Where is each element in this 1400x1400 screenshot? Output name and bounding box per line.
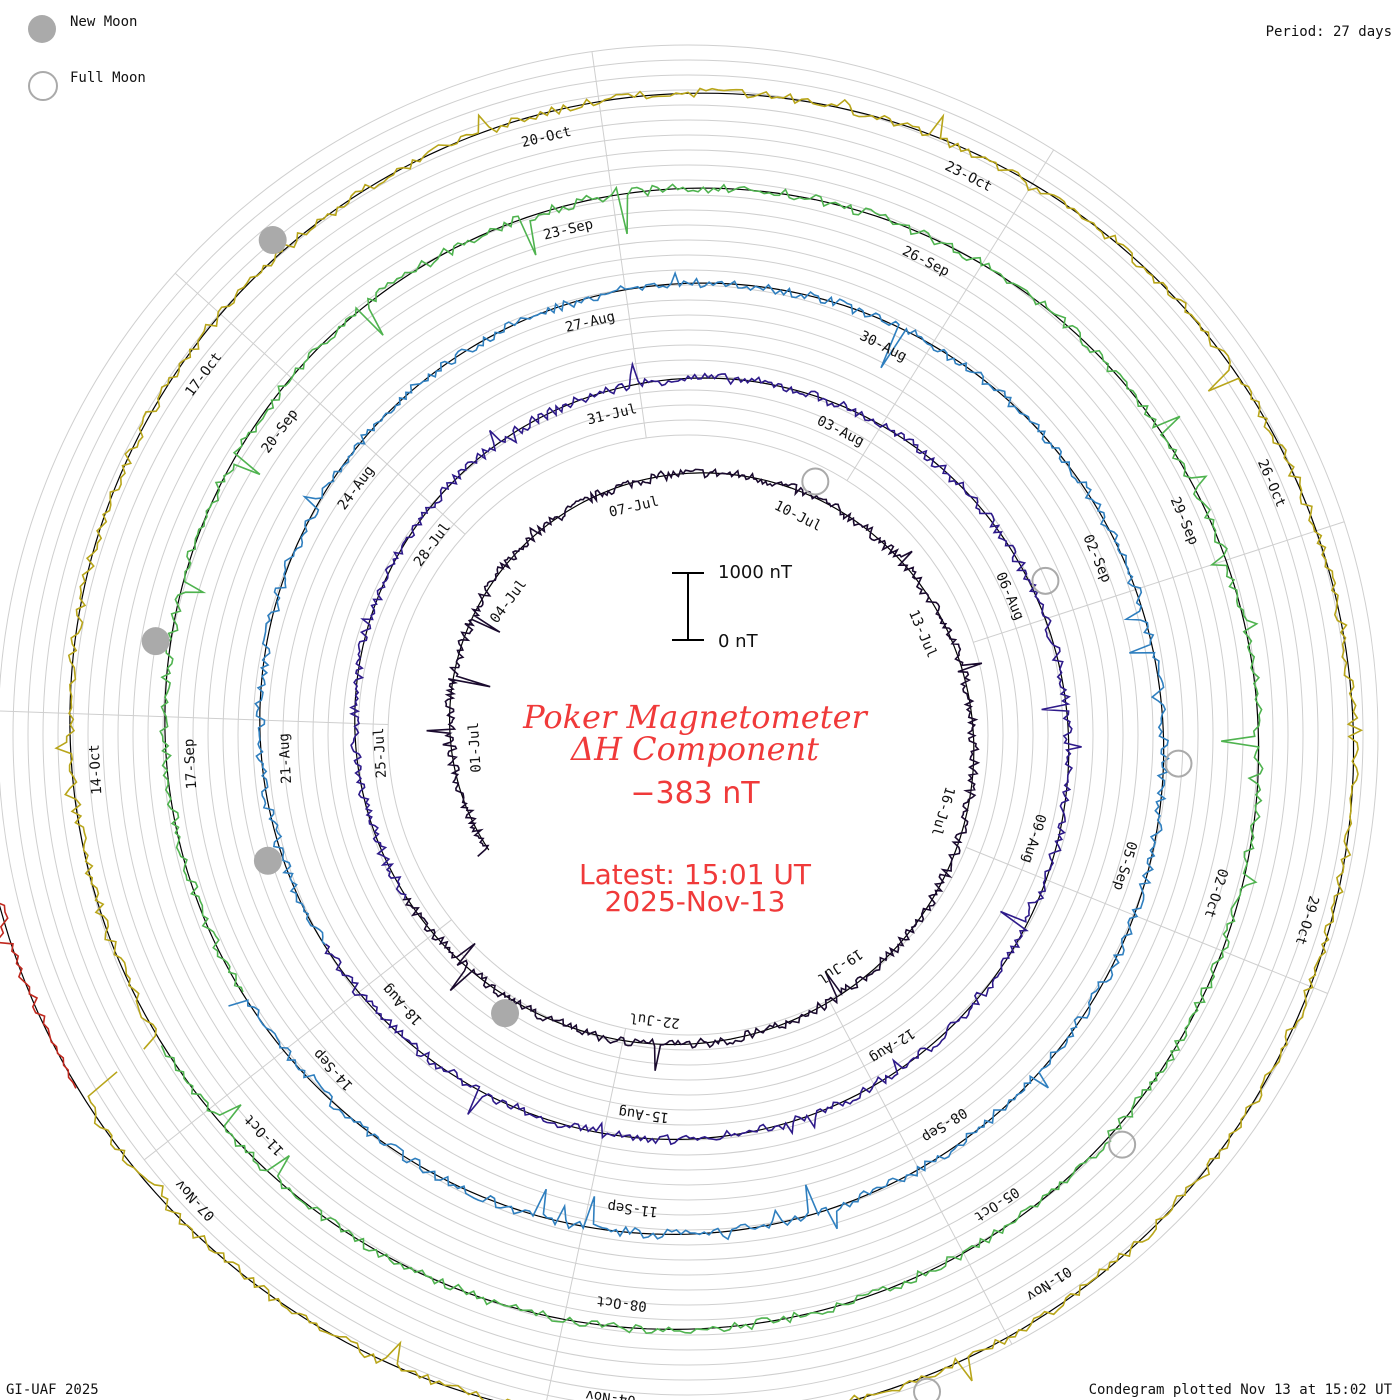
full-moon-legend-icon bbox=[28, 71, 58, 101]
grid-ring bbox=[297, 344, 1079, 1126]
footer-plot-time: Condegram plotted Nov 13 at 15:02 UT bbox=[1088, 1382, 1392, 1398]
grid-ring bbox=[87, 134, 1289, 1336]
grid-ring bbox=[0, 44, 1379, 1400]
full-moon-legend-label: Full Moon bbox=[70, 70, 146, 86]
date-label: 15-Aug bbox=[618, 1103, 670, 1125]
full-moon-marker bbox=[913, 1377, 942, 1400]
date-label: 22-Jul bbox=[629, 1009, 681, 1031]
footer-credit: GI-UAF 2025 bbox=[6, 1382, 99, 1398]
grid-ring bbox=[267, 314, 1109, 1156]
full-moon-marker bbox=[1164, 749, 1193, 778]
date-label: 11-Oct bbox=[241, 1111, 287, 1159]
date-label: 18-Aug bbox=[379, 980, 425, 1028]
date-label: 07-Jul bbox=[608, 494, 661, 521]
latest-date: 2025-Nov-13 bbox=[604, 885, 786, 918]
grid-ring bbox=[12, 59, 1364, 1400]
baseline-spiral bbox=[0, 92, 1355, 1400]
grid-ring bbox=[162, 209, 1214, 1261]
grid-spoke bbox=[143, 919, 452, 1161]
full-moon-marker bbox=[1031, 566, 1060, 595]
date-label: 19-Jul bbox=[814, 945, 865, 986]
data-series bbox=[0, 87, 1364, 1400]
grid-ring bbox=[357, 404, 1019, 1066]
new-moon-marker bbox=[258, 226, 287, 255]
date-label: 31-Jul bbox=[586, 401, 639, 428]
date-label: 01-Jul bbox=[466, 722, 485, 773]
full-moon-marker bbox=[1108, 1130, 1137, 1159]
grid-ring bbox=[327, 374, 1049, 1096]
date-label: 28-Jul bbox=[411, 520, 454, 570]
date-label: 27-Aug bbox=[564, 309, 617, 336]
new-moon-legend-label: New Moon bbox=[70, 14, 138, 30]
date-label: 07-Nov bbox=[172, 1176, 218, 1224]
date-label: 17-Sep bbox=[181, 738, 200, 789]
date-label: 20-Oct bbox=[520, 124, 573, 151]
grid-ring bbox=[222, 269, 1154, 1201]
chart-title-line2: ΔH Component bbox=[570, 730, 820, 768]
date-label: 08-Oct bbox=[596, 1292, 648, 1314]
date-label: 11-Sep bbox=[607, 1198, 659, 1220]
date-label: 25-Jul bbox=[371, 727, 390, 778]
series-trace-5 bbox=[54, 87, 1364, 1400]
grid-spoke bbox=[973, 521, 1345, 643]
chart-title-line1: Poker Magnetometer bbox=[523, 698, 867, 736]
latest-time: Latest: 15:01 UT bbox=[578, 858, 812, 891]
date-label: 08-Sep bbox=[919, 1104, 970, 1145]
date-label: 14-Sep bbox=[310, 1046, 356, 1094]
date-label: 26-Oct bbox=[1254, 457, 1289, 510]
grid-ring bbox=[72, 119, 1304, 1351]
grid-spoke bbox=[828, 999, 1013, 1345]
new-moon-legend-icon bbox=[28, 15, 56, 43]
date-label: 10-Jul bbox=[772, 498, 824, 535]
grid-spoke bbox=[591, 51, 647, 438]
grid-ring bbox=[312, 359, 1064, 1111]
new-moon-marker bbox=[141, 627, 170, 656]
grid-spoke bbox=[0, 710, 389, 726]
grid-ring bbox=[252, 299, 1124, 1171]
date-label: 14-Oct bbox=[87, 744, 106, 795]
date-label: 12-Aug bbox=[867, 1025, 918, 1066]
grid-spokes bbox=[0, 51, 1345, 1400]
series-trace-2 bbox=[324, 361, 1082, 1146]
grid-spoke bbox=[965, 846, 1328, 994]
grid-ring bbox=[57, 104, 1319, 1366]
grid-ring bbox=[42, 89, 1334, 1381]
series-trace-4 bbox=[159, 183, 1264, 1335]
date-label: 21-Aug bbox=[276, 733, 295, 784]
grid-ring bbox=[342, 389, 1034, 1081]
grid-ring bbox=[372, 419, 1004, 1051]
full-moon-marker bbox=[801, 467, 830, 496]
grid-ring bbox=[192, 239, 1184, 1231]
date-label: 02-Sep bbox=[1079, 532, 1114, 585]
grid-ring bbox=[282, 329, 1094, 1141]
grid-spoke bbox=[174, 272, 466, 535]
grid-ring bbox=[177, 224, 1199, 1246]
date-label: 30-Aug bbox=[857, 328, 909, 365]
moon-markers bbox=[141, 226, 1193, 1400]
new-moon-marker bbox=[253, 846, 282, 875]
date-label: 06-Aug bbox=[992, 570, 1027, 623]
scale-bottom-label: 0 nT bbox=[718, 631, 758, 652]
grid-ring bbox=[207, 254, 1169, 1216]
series-trace-1 bbox=[402, 468, 983, 1071]
date-label: 13-Jul bbox=[905, 608, 940, 661]
grid-ring bbox=[387, 434, 989, 1036]
period-label: Period: 27 days bbox=[1265, 24, 1392, 40]
grid-spoke bbox=[546, 1028, 627, 1400]
grid-ring bbox=[27, 74, 1349, 1396]
date-label: 04-Jul bbox=[487, 576, 530, 626]
grid-ring bbox=[102, 149, 1274, 1321]
new-moon-marker bbox=[491, 999, 520, 1028]
series-trace-6 bbox=[0, 902, 77, 1089]
grid-ring bbox=[237, 284, 1139, 1186]
series-trace-3 bbox=[228, 270, 1170, 1241]
current-value: −383 nT bbox=[630, 776, 760, 811]
grid-ring bbox=[132, 179, 1244, 1291]
date-label: 29-Sep bbox=[1167, 495, 1202, 548]
grid-ring bbox=[147, 194, 1229, 1276]
scale-top-label: 1000 nT bbox=[718, 562, 792, 583]
date-label: 04-Nov bbox=[585, 1387, 637, 1400]
